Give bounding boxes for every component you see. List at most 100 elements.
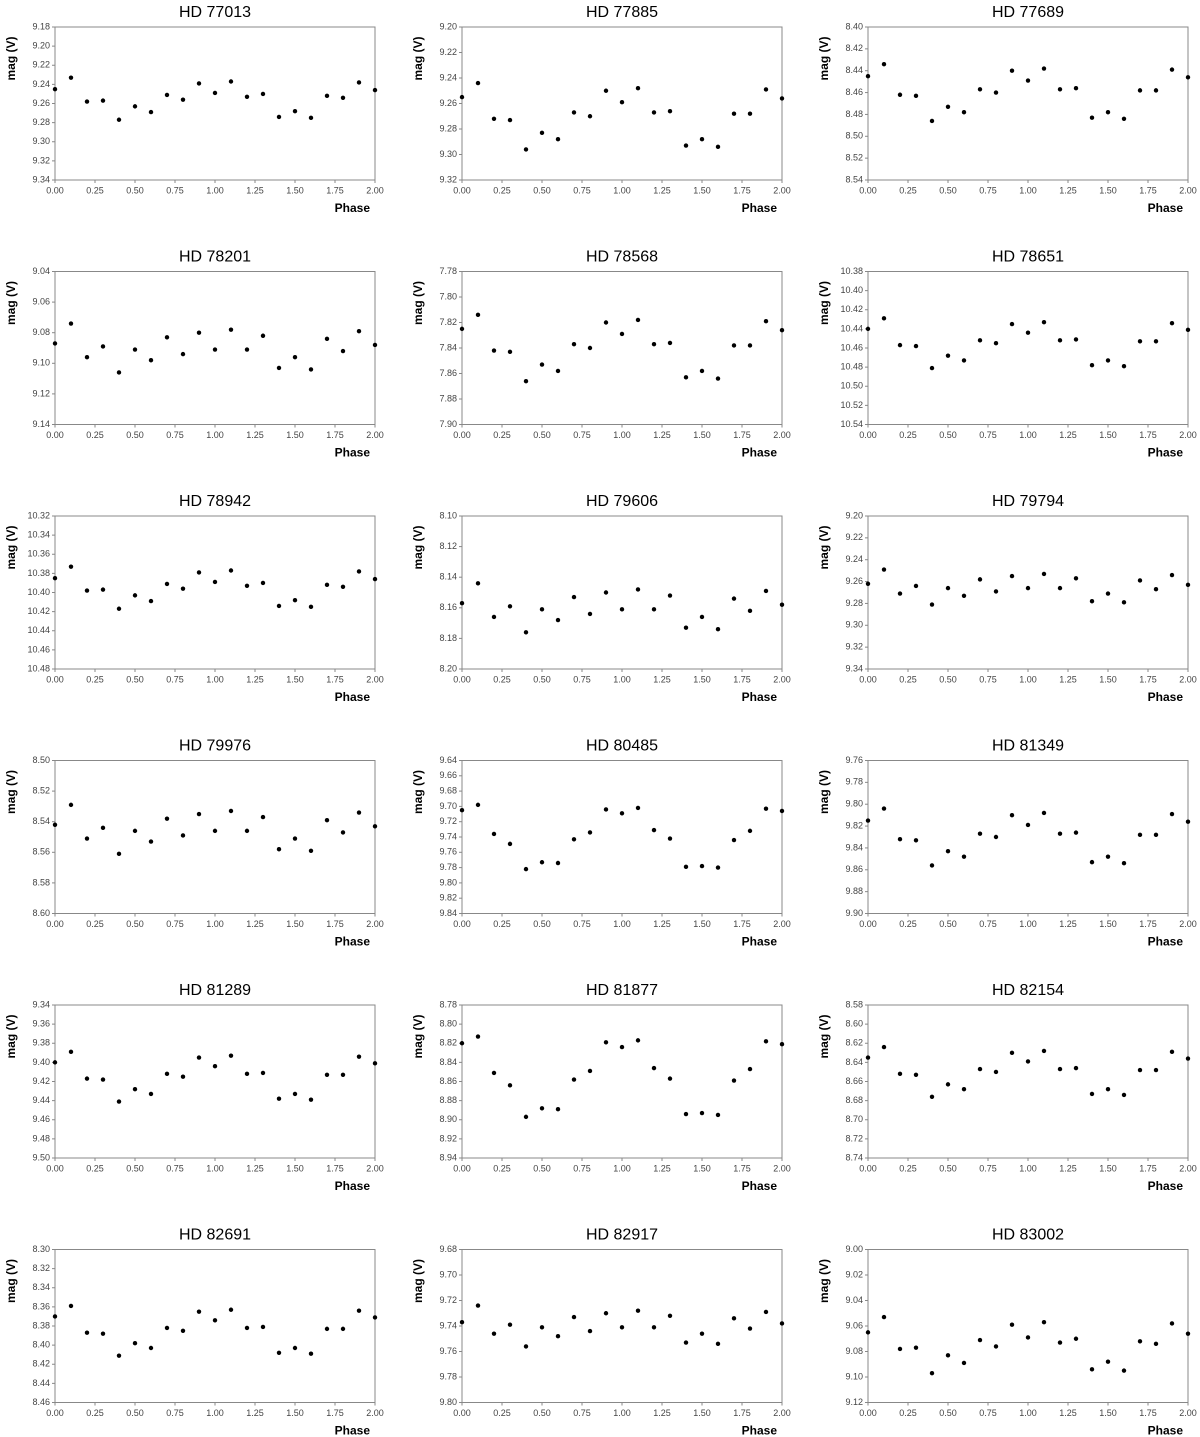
y-tick-label: 9.70	[439, 1269, 457, 1279]
light-curve-panel: HD 81349 9.76 9.78 9.80 9.82 9.84 9.86 9.88 9.90…	[817, 738, 1197, 949]
data-point	[491, 614, 497, 620]
x-tick-label: 1.50	[693, 1163, 711, 1173]
data-point	[491, 348, 497, 353]
x-tick-label: 1.75	[326, 674, 344, 684]
x-tick-label: 0.75	[979, 919, 997, 929]
data-point	[763, 806, 769, 811]
y-axis-label: mag (V)	[411, 281, 425, 325]
data-point	[865, 73, 871, 79]
y-tick-label: 9.72	[439, 816, 457, 826]
data-point	[260, 1324, 266, 1330]
data-point	[683, 375, 689, 380]
data-point	[539, 130, 545, 136]
data-point	[1057, 831, 1063, 836]
data-point	[571, 1077, 577, 1082]
y-tick-label: 8.50	[32, 755, 50, 765]
y-tick-label: 9.68	[439, 1244, 457, 1254]
y-tick-label: 9.04	[845, 1295, 863, 1305]
data-point	[1041, 810, 1047, 816]
data-point	[619, 100, 625, 105]
data-point	[897, 92, 903, 97]
y-tick-label: 9.42	[32, 1076, 50, 1086]
light-curve-panel: HD 79794 9.20 9.22 9.24 9.26 9.28 9.30 9.32 9.34…	[817, 493, 1197, 704]
data-point	[292, 108, 298, 114]
x-tick-label: 0.50	[939, 674, 957, 684]
data-point	[635, 805, 641, 811]
y-tick-label: 9.22	[845, 532, 863, 542]
chart-title: HD 79976	[179, 738, 251, 755]
y-tick-label: 9.22	[32, 60, 50, 70]
x-tick-label: 0.50	[939, 185, 957, 195]
x-tick-label: 2.00	[366, 185, 384, 195]
data-point	[881, 316, 887, 321]
x-tick-label: 1.00	[613, 1163, 631, 1173]
y-tick-label: 8.16	[439, 602, 457, 612]
x-tick-label: 0.50	[533, 1408, 551, 1418]
y-tick-label: 9.06	[32, 296, 50, 306]
data-point	[1009, 812, 1015, 818]
y-tick-label: 8.14	[439, 572, 457, 582]
chart-title: HD 78201	[179, 249, 251, 266]
data-point	[292, 836, 298, 841]
data-point	[148, 109, 154, 115]
y-tick-label: 8.44	[845, 65, 863, 75]
data-point	[356, 80, 362, 85]
data-point	[475, 581, 481, 586]
y-tick-label: 9.82	[439, 893, 457, 903]
y-tick-label: 9.76	[845, 755, 863, 765]
plot-frame	[867, 515, 1189, 670]
y-tick-label: 9.32	[845, 642, 863, 652]
data-point	[356, 569, 362, 574]
y-tick-label: 10.32	[27, 510, 50, 520]
y-axis-label: mag (V)	[4, 770, 18, 814]
data-point	[1185, 582, 1191, 588]
data-point	[555, 137, 561, 142]
data-point	[913, 583, 919, 589]
data-point	[1089, 1367, 1095, 1372]
data-point	[68, 802, 74, 808]
y-tick-label: 8.62	[845, 1038, 863, 1048]
y-tick-label: 9.74	[439, 831, 457, 841]
x-axis-label: Phase	[742, 446, 778, 460]
y-tick-label: 7.86	[439, 368, 457, 378]
y-tick-label: 9.30	[32, 136, 50, 146]
data-point	[1025, 78, 1031, 83]
x-tick-label: 1.75	[733, 185, 751, 195]
x-axis-label: Phase	[742, 1424, 778, 1437]
data-point	[619, 331, 625, 337]
x-tick-label: 1.00	[1019, 674, 1037, 684]
y-tick-label: 9.18	[32, 21, 50, 31]
x-tick-label: 1.50	[1099, 1163, 1117, 1173]
x-tick-label: 0.50	[126, 185, 144, 195]
data-point	[196, 330, 202, 335]
y-tick-label: 10.46	[840, 342, 863, 352]
x-axis-label: Phase	[742, 1179, 778, 1193]
light-curve-panel: HD 77013 9.18 9.20 9.22 9.24 9.26 9.28 9.30 9.32…	[4, 4, 384, 215]
x-tick-label: 1.25	[246, 185, 264, 195]
x-tick-label: 2.00	[1179, 185, 1197, 195]
y-tick-label: 8.68	[845, 1095, 863, 1105]
x-tick-label: 1.75	[1139, 919, 1157, 929]
y-axis-label: mag (V)	[4, 281, 18, 325]
y-tick-label: 9.82	[845, 820, 863, 830]
x-tick-label: 1.00	[1019, 919, 1037, 929]
data-point	[667, 340, 673, 346]
x-tick-label: 1.00	[613, 919, 631, 929]
x-tick-label: 0.25	[86, 1163, 104, 1173]
data-point	[1121, 1092, 1127, 1098]
y-tick-label: 8.12	[439, 541, 457, 551]
data-point	[731, 343, 737, 348]
x-tick-label: 0.25	[493, 919, 511, 929]
y-tick-label: 9.26	[32, 98, 50, 108]
data-point	[260, 814, 266, 820]
x-tick-label: 0.25	[493, 185, 511, 195]
data-point	[1185, 819, 1191, 824]
data-point	[1041, 1048, 1047, 1054]
x-tick-label: 0.50	[939, 1408, 957, 1418]
x-tick-label: 0.75	[166, 919, 184, 929]
x-tick-label: 0.50	[126, 1408, 144, 1418]
x-tick-label: 1.25	[1059, 1408, 1077, 1418]
data-point	[116, 851, 122, 857]
y-axis-label: mag (V)	[411, 1014, 425, 1058]
light-curve-panel: HD 80485 9.64 9.66 9.68 9.70 9.72 9.74 9.76 9.78…	[411, 738, 791, 949]
